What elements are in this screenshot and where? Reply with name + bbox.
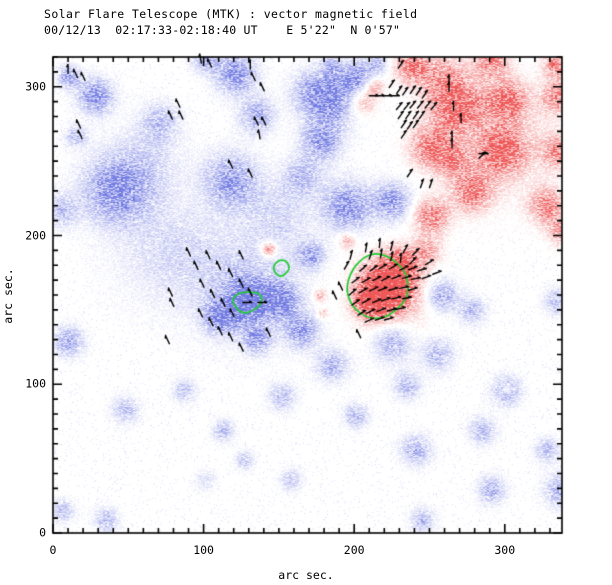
y-tick-label: 300 [25, 79, 46, 94]
y-tick-label: 100 [25, 376, 46, 391]
figure-subtitle: 00/12/13 02:17:33-02:18:40 UT E 5'22" N … [44, 23, 401, 37]
x-tick-label: 100 [193, 543, 214, 557]
y-tick-label: 0 [39, 525, 46, 540]
y-tick-label: 200 [25, 228, 46, 242]
y-axis-label: arc sec. [1, 268, 15, 324]
figure-title: Solar Flare Telescope (MTK) : vector mag… [44, 7, 418, 21]
x-tick-label: 300 [494, 543, 516, 557]
x-tick-label: 0 [49, 543, 57, 557]
x-tick-label: 200 [343, 543, 365, 557]
x-axis-label: arc sec. [278, 568, 334, 582]
